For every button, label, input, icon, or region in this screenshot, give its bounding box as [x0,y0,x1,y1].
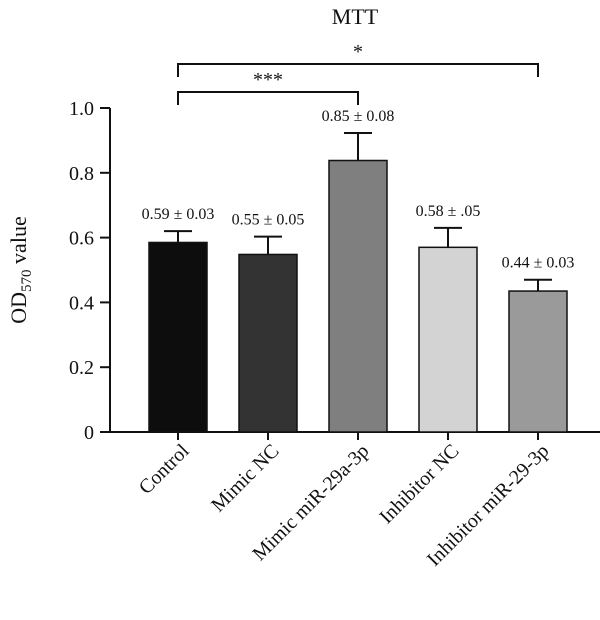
significance-label: * [353,41,363,63]
significance-brackets: **** [177,41,539,105]
y-tick-label: 0 [84,422,94,444]
bar [508,290,568,433]
error-bars [164,131,552,292]
y-axis-label-subscript: 570 [19,269,35,292]
significance-bracket [177,63,539,77]
y-tick-label: 0.8 [69,163,94,185]
significance-bracket [177,91,359,105]
y-tick-label: 0.6 [69,228,94,250]
bars [148,159,568,433]
y-axis-label-main: OD [6,292,31,324]
bar [328,159,388,433]
x-tick-label: Mimic NC [207,440,283,516]
chart-title: MTT [332,4,379,29]
value-label: 0.58 ± .05 [416,203,481,220]
y-axis-label-tail: value [6,216,31,269]
y-tick-label: 0.2 [69,357,94,379]
value-label: 0.59 ± 0.03 [142,206,215,223]
value-label: 0.44 ± 0.03 [502,255,575,272]
bar [418,246,478,433]
y-tick-label: 1.0 [69,98,94,120]
value-label: 0.85 ± 0.08 [322,108,395,125]
value-label: 0.55 ± 0.05 [232,212,305,229]
y-axis-label: OD570 value [6,216,35,323]
significance-label: *** [253,69,283,91]
bar [238,253,298,433]
bar [148,241,208,433]
x-tick-label: Control [135,440,194,499]
x-tick-label: Inhibitor NC [375,440,463,528]
y-tick-label: 0.4 [69,292,94,314]
value-labels: 0.59 ± 0.03 0.55 ± 0.05 0.85 ± 0.08 0.58 ± … [142,108,575,272]
